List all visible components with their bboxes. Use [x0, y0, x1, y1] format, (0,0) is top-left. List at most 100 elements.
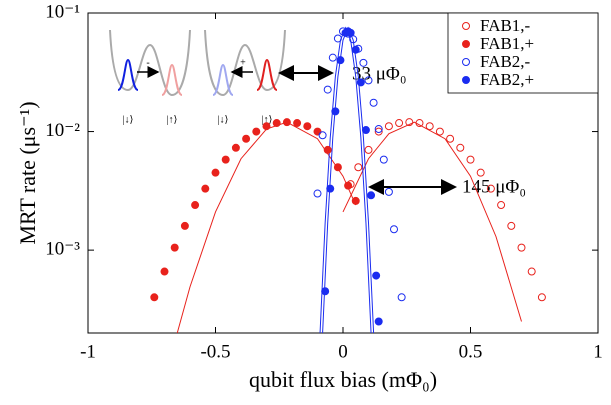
x-tick-label: 0: [338, 341, 348, 362]
point: [333, 163, 342, 172]
plot-area: [150, 26, 546, 333]
point: [321, 287, 330, 296]
point: [446, 134, 455, 143]
point: [425, 122, 434, 131]
x-tick-label: 1: [593, 341, 603, 362]
legend-label: FAB1,-: [480, 16, 531, 35]
point: [359, 58, 368, 67]
legend-marker: [462, 40, 470, 48]
point: [326, 184, 335, 193]
point: [160, 267, 169, 276]
point: [537, 293, 546, 302]
legend-marker: [462, 76, 470, 84]
point: [354, 163, 363, 172]
point: [415, 119, 424, 128]
inset-label: +: [240, 57, 246, 68]
point: [333, 34, 342, 43]
point: [318, 131, 327, 140]
point: [331, 107, 340, 116]
point: [356, 78, 365, 87]
point: [336, 56, 345, 65]
point: [364, 145, 373, 154]
point: [364, 76, 373, 85]
point: [384, 122, 393, 131]
point: [517, 243, 526, 252]
y-tick-label: 10⁻²: [45, 120, 80, 141]
inset-label: |↓⟩: [218, 114, 229, 125]
point: [211, 168, 220, 177]
point: [323, 85, 332, 94]
x-tick-label: -1: [80, 341, 96, 362]
point: [150, 293, 159, 302]
wavepacket: [256, 58, 278, 91]
point: [252, 127, 261, 136]
point: [231, 143, 240, 152]
x-axis-label: qubit flux bias (mΦ₀): [249, 367, 437, 392]
point: [476, 168, 485, 177]
point: [374, 125, 383, 134]
legend-label: FAB1,+: [480, 34, 534, 53]
point: [527, 267, 536, 276]
point: [328, 53, 337, 62]
point: [466, 155, 475, 164]
point: [351, 196, 360, 205]
point: [313, 189, 322, 198]
point: [374, 317, 383, 326]
point: [379, 155, 388, 164]
point: [221, 155, 230, 164]
point: [170, 243, 179, 252]
x-tick-label: -0.5: [200, 341, 230, 362]
point: [323, 145, 332, 154]
wavepacket: [212, 63, 234, 96]
point: [405, 118, 414, 127]
point: [390, 225, 398, 234]
point: [351, 45, 360, 54]
legend-box: [447, 12, 599, 94]
inset-label: |↑⟩: [167, 114, 178, 125]
double-well: [204, 29, 286, 97]
point: [367, 191, 376, 200]
point: [201, 184, 210, 193]
legend-label: FAB2,-: [480, 52, 531, 71]
point: [180, 221, 189, 230]
legend-marker: [462, 22, 470, 30]
y-axis-label: MRT rate (μs⁻¹): [15, 101, 40, 244]
point: [303, 122, 312, 131]
fit-line: [342, 121, 522, 322]
wavepacket: [117, 58, 139, 91]
point: [361, 126, 370, 135]
fit-line: [319, 26, 372, 333]
point: [384, 187, 393, 196]
wavepacket: [161, 63, 183, 96]
point: [397, 293, 406, 302]
point: [395, 119, 404, 128]
inset: [109, 29, 286, 97]
y-tick-label: 10⁻³: [45, 238, 80, 259]
point: [272, 119, 281, 128]
point: [242, 134, 251, 143]
point: [435, 127, 444, 136]
point: [313, 127, 322, 136]
point: [507, 221, 516, 230]
x-tick-label: 0.5: [459, 341, 483, 362]
point: [262, 122, 271, 131]
point: [344, 181, 353, 190]
point: [282, 118, 291, 127]
point: [497, 201, 506, 210]
legend-marker: [462, 58, 470, 66]
point: [191, 201, 200, 210]
point: [369, 98, 378, 107]
legend-label: FAB2,+: [480, 70, 534, 89]
point: [456, 143, 465, 152]
point: [346, 28, 355, 37]
inset-label: -: [146, 57, 149, 68]
point: [374, 127, 383, 136]
point: [372, 271, 381, 280]
inset-label: |↓⟩: [123, 114, 134, 125]
point: [486, 184, 495, 193]
double-well: [109, 29, 191, 97]
inset-label: |↑⟩: [262, 114, 273, 125]
y-tick-label: 10⁻¹: [45, 1, 80, 22]
